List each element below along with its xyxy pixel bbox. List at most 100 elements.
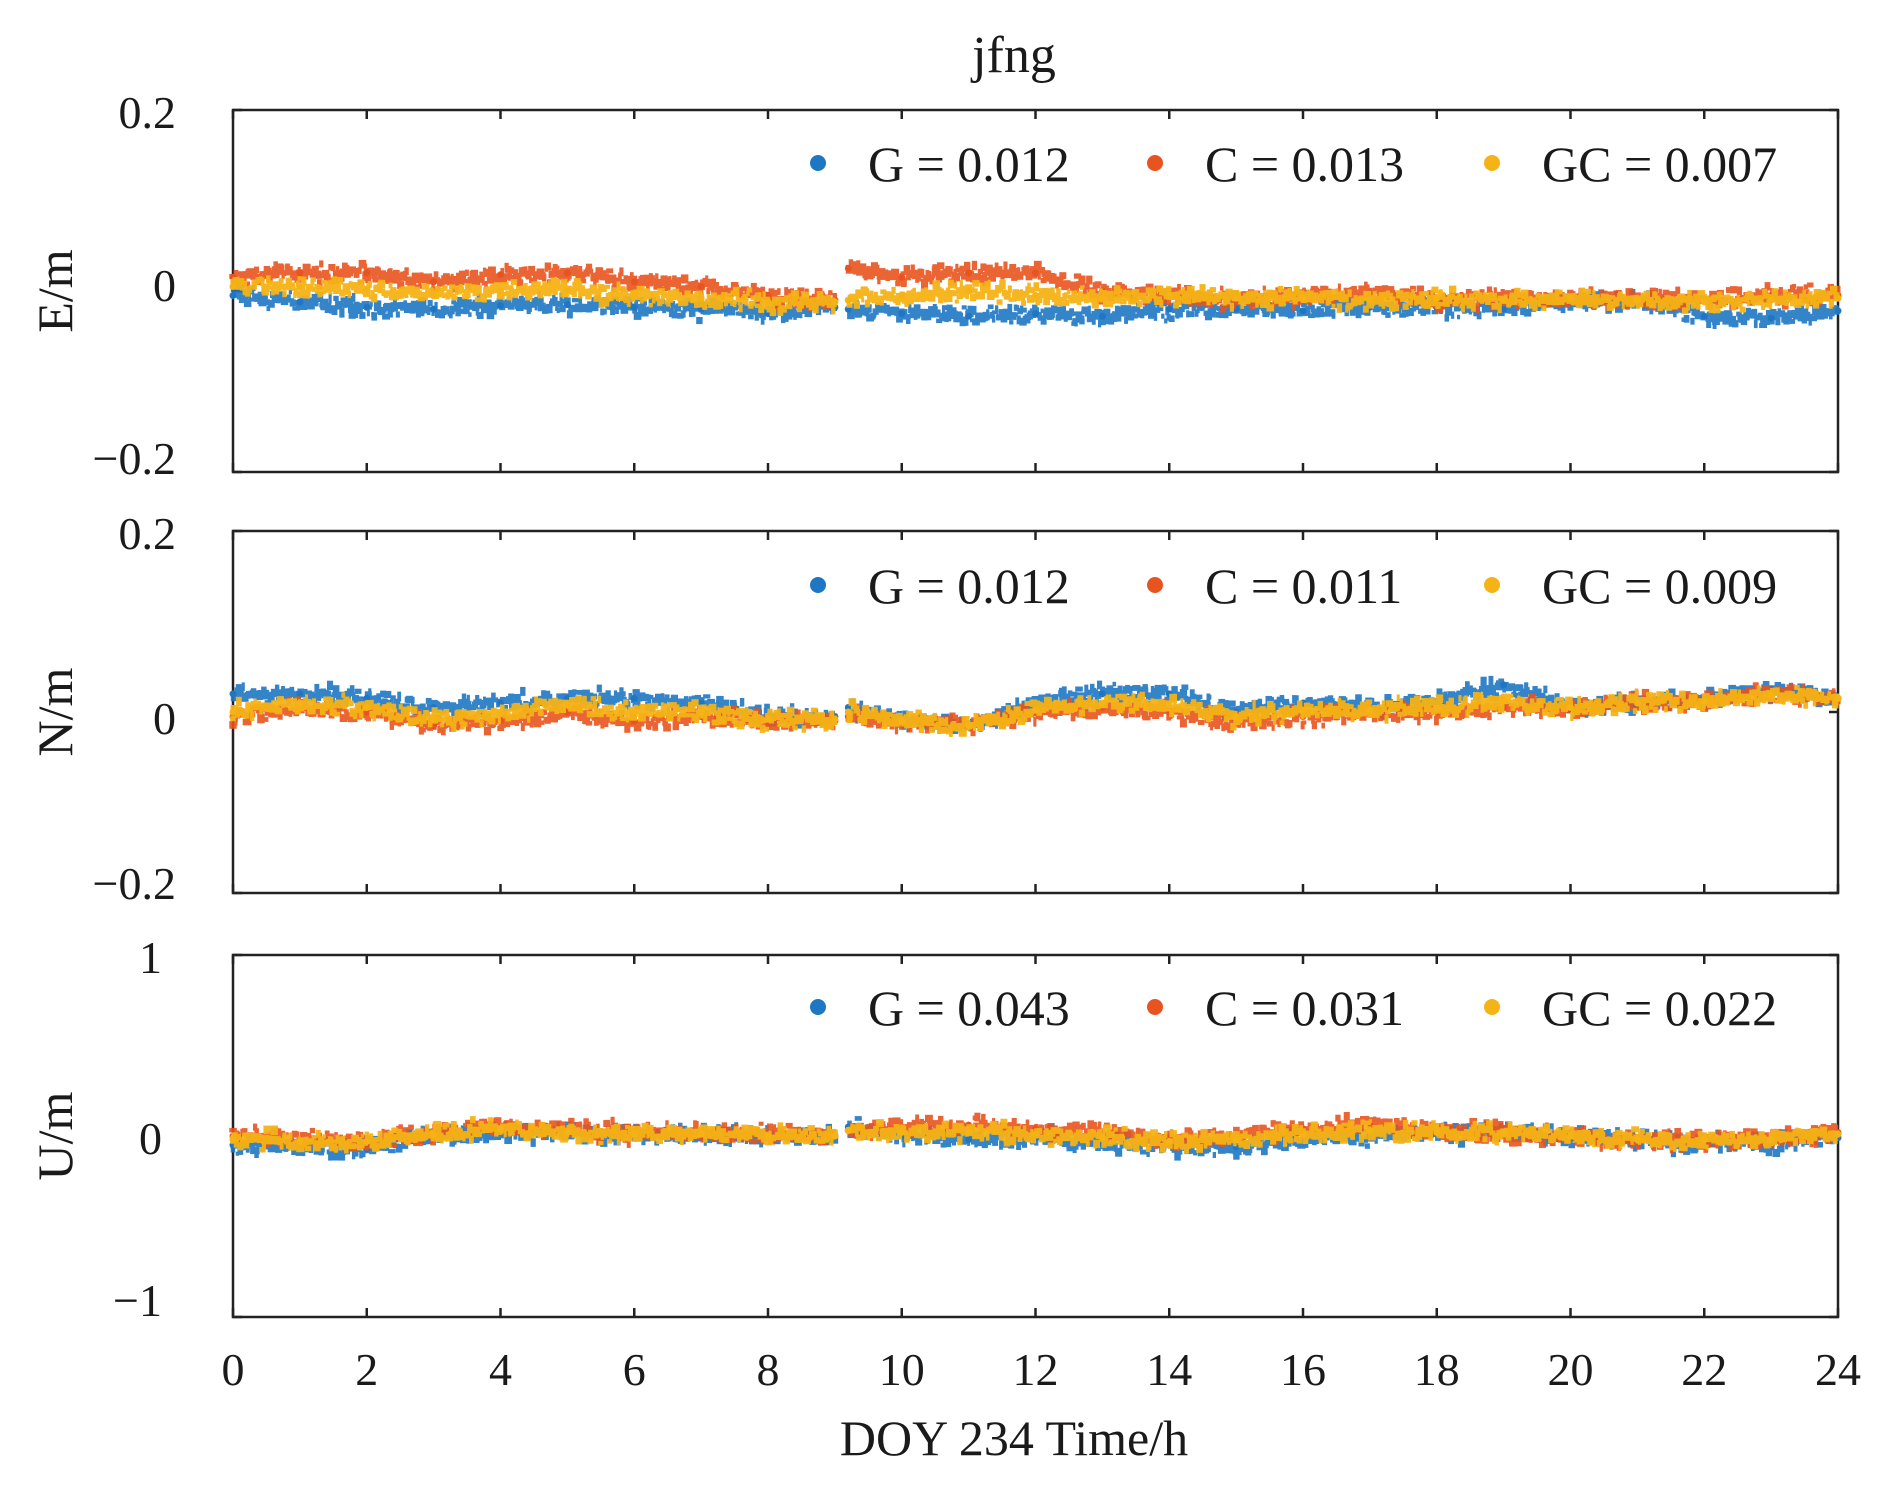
data-point: [529, 277, 538, 284]
data-point: [289, 686, 295, 692]
data-point-g: [430, 305, 438, 313]
data-point: [312, 277, 316, 282]
data-point: [1820, 289, 1826, 296]
data-point: [1675, 286, 1681, 297]
data-point: [1133, 289, 1140, 299]
data-point: [1005, 290, 1011, 299]
data-point: [888, 270, 894, 279]
data-point: [475, 698, 482, 706]
data-point: [351, 282, 359, 290]
data-point: [1178, 695, 1186, 700]
data-point: [1228, 700, 1236, 707]
data-point: [464, 299, 472, 309]
data-point: [643, 274, 650, 283]
data-point: [577, 709, 586, 720]
data-point: [324, 307, 330, 313]
data-point: [278, 278, 282, 288]
data-point: [1218, 308, 1225, 319]
data-point: [478, 285, 482, 295]
data-point-gc: [630, 292, 638, 299]
data-point: [670, 694, 678, 700]
data-point-gc: [1299, 294, 1307, 302]
data-point: [1149, 305, 1156, 315]
data-point: [297, 276, 301, 281]
data-point: [1124, 316, 1128, 324]
data-point: [1615, 298, 1620, 307]
data-point: [691, 281, 696, 289]
data-point: [383, 690, 392, 698]
data-point: [801, 306, 807, 313]
data-point: [1816, 312, 1825, 320]
data-point: [1308, 313, 1315, 319]
data-point: [859, 263, 867, 271]
data-point: [268, 708, 272, 718]
data-point: [1156, 285, 1164, 293]
data-point: [759, 314, 764, 319]
data-point: [1551, 298, 1560, 306]
data-point: [928, 289, 933, 296]
data-point: [971, 260, 978, 271]
data-point: [1507, 305, 1513, 314]
data-point: [284, 270, 288, 276]
data-point: [1013, 273, 1019, 280]
data-point: [1347, 296, 1352, 304]
data-point: [1400, 292, 1408, 302]
data-point: [486, 310, 495, 320]
data-point: [1094, 690, 1102, 699]
data-point: [1417, 299, 1423, 305]
data-point: [908, 295, 914, 305]
data-point: [630, 297, 636, 302]
legend: G = 0.012 C = 0.013 GC = 0.007: [810, 136, 1777, 192]
data-point: [1372, 291, 1377, 299]
data-point: [1322, 290, 1330, 297]
data-point: [1209, 287, 1217, 293]
data-point: [254, 266, 259, 273]
data-point: [1057, 302, 1066, 307]
data-point: [1132, 685, 1141, 691]
data-point: [597, 715, 604, 725]
data-point: [986, 309, 990, 314]
data-point-gc: [1433, 294, 1441, 302]
data-point: [1730, 286, 1738, 294]
data-point: [657, 288, 665, 295]
data-point: [395, 699, 401, 707]
data-point: [315, 270, 322, 279]
data-point: [571, 305, 578, 310]
data-point: [1312, 312, 1320, 318]
data-point: [1734, 320, 1739, 327]
data-point: [1497, 303, 1502, 314]
data-point-g: [630, 303, 638, 311]
data-point: [932, 264, 941, 274]
data-point: [272, 281, 277, 289]
data-point: [601, 300, 610, 307]
data-point: [1285, 295, 1291, 302]
data-point: [1579, 287, 1586, 297]
data-point-c: [430, 278, 438, 286]
data-point: [1803, 284, 1809, 289]
data-point: [235, 285, 243, 295]
data-point: [1655, 303, 1659, 312]
data-point: [1091, 316, 1096, 325]
data-point: [1360, 305, 1366, 315]
data-point: [1405, 294, 1412, 300]
data-point: [934, 309, 941, 318]
data-point: [605, 690, 611, 701]
data-point: [416, 291, 421, 299]
data-point: [591, 301, 599, 312]
data-point: [1001, 706, 1007, 711]
data-point: [876, 719, 882, 729]
data-point: [1529, 297, 1538, 304]
data-point: [1283, 298, 1290, 304]
data-point: [404, 267, 409, 276]
data-point: [1283, 289, 1290, 298]
data-point: [1435, 301, 1441, 310]
data-point: [1389, 303, 1396, 312]
data-point: [1322, 311, 1330, 317]
data-point: [1021, 700, 1025, 706]
data-point: [1708, 303, 1715, 314]
data-point: [595, 267, 604, 276]
data-point: [815, 298, 822, 306]
data-point: [285, 266, 293, 273]
data-point: [669, 282, 674, 287]
data-point: [1361, 289, 1365, 299]
